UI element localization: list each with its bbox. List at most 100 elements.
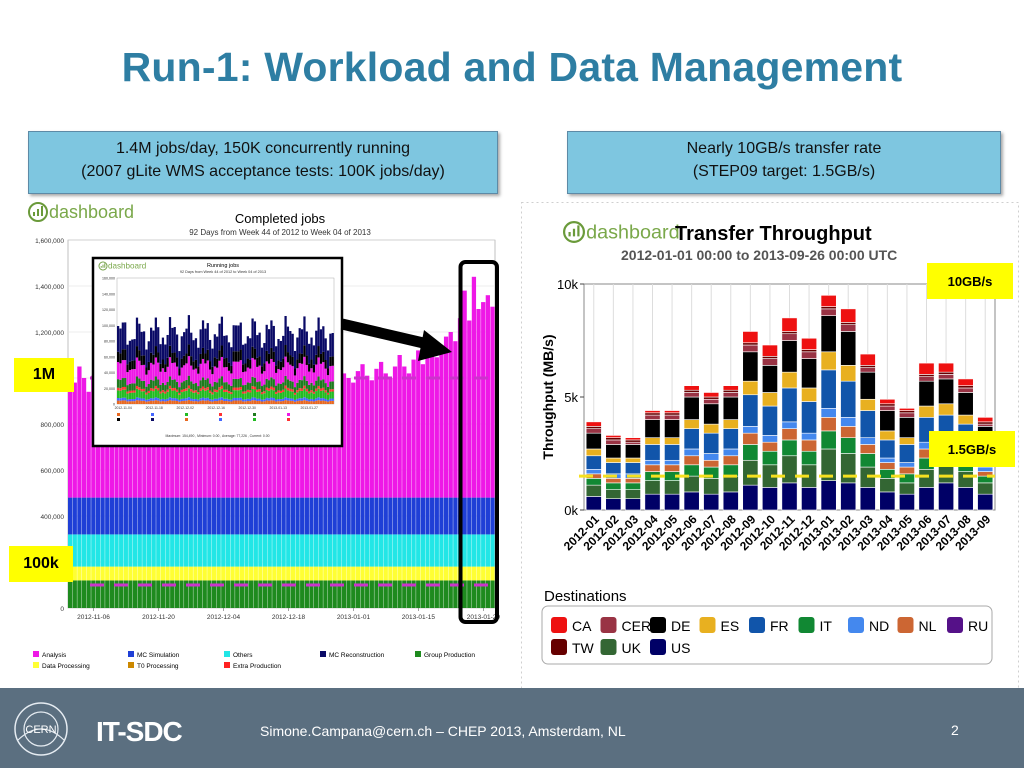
jobs-bar-segment xyxy=(197,497,203,535)
tp-bar-segment xyxy=(898,444,915,463)
jobs-bar-segment xyxy=(378,361,384,498)
jobs-bar-segment xyxy=(365,534,370,567)
inset-bar-segment xyxy=(223,335,226,359)
inset-bar-segment xyxy=(312,364,316,373)
inset-bar-segment xyxy=(260,394,264,400)
jobs-bar-segment xyxy=(225,534,231,567)
inset-bar-segment xyxy=(331,400,334,404)
inset-bar-segment xyxy=(194,383,198,391)
jobs-bar-segment xyxy=(216,566,221,581)
jobs-bar-segment xyxy=(258,566,263,581)
inset-bar-segment xyxy=(270,320,273,348)
inset-bar-segment xyxy=(159,371,162,385)
inset-bar-segment xyxy=(173,387,176,391)
jobs-bar-segment xyxy=(216,534,221,567)
jobs-bar-segment xyxy=(165,580,170,608)
jobs-bar-segment xyxy=(383,497,388,535)
jobs-bar-segment xyxy=(402,566,407,581)
jobs-bar-segment xyxy=(397,534,402,567)
inset-bar-segment xyxy=(131,369,134,384)
jobs-bar-segment xyxy=(151,534,156,567)
inset-bar-segment xyxy=(317,385,320,389)
jobs-bar-segment xyxy=(388,566,393,581)
inset-bar-segment xyxy=(183,365,186,382)
inset-bar-segment xyxy=(277,390,280,393)
jobs-bar-segment xyxy=(439,497,444,535)
tp-bar-segment xyxy=(840,380,857,418)
tp-legend-swatch xyxy=(947,617,963,633)
inset-bar-segment xyxy=(282,358,285,368)
inset-bar-segment xyxy=(128,361,132,370)
jobs-bar-segment xyxy=(123,566,128,581)
inset-bar-segment xyxy=(244,399,247,402)
inset-bar-segment xyxy=(260,401,264,404)
inset-bar-segment xyxy=(319,329,323,354)
tp-bar-segment xyxy=(957,392,974,416)
inset-bar-segment xyxy=(303,376,306,386)
tp-bar-segment xyxy=(859,367,876,373)
tp-bar-segment xyxy=(938,403,955,416)
inset-bar-segment xyxy=(187,385,191,389)
inset-bar-segment xyxy=(308,401,311,404)
inset-bar-segment xyxy=(322,379,325,388)
jobs-bar-segment xyxy=(128,580,133,608)
inset-bar-segment xyxy=(223,392,226,399)
jobs-bar-segment xyxy=(221,497,226,535)
jobs-bar-segment xyxy=(397,566,402,581)
jobs-bar-segment xyxy=(332,534,337,567)
inset-bar-segment xyxy=(147,401,150,404)
tp-legend-swatch xyxy=(650,639,666,655)
inset-bar-segment xyxy=(237,400,240,404)
jobs-bar-segment xyxy=(397,497,402,535)
inset-bar-segment xyxy=(308,399,311,402)
jobs-bar-segment xyxy=(323,497,328,535)
inset-bar-segment xyxy=(223,367,226,383)
inset-bar-segment xyxy=(138,400,141,404)
inset-bar-segment xyxy=(201,389,205,398)
jobs-bar-segment xyxy=(95,580,101,608)
jobs-bar-segment xyxy=(267,566,272,581)
inset-bar-segment xyxy=(168,397,172,401)
jobs-bar-segment xyxy=(309,534,314,567)
left-info-line1: 1.4M jobs/day, 150K concurrently running xyxy=(115,140,411,157)
inset-bar-segment xyxy=(263,343,266,364)
jobs-bar-segment xyxy=(378,534,384,567)
inset-bar-segment xyxy=(185,379,188,389)
jobs-bar-segment xyxy=(453,580,458,608)
jobs-legend-swatch xyxy=(128,662,134,668)
inset-bar-segment xyxy=(180,389,183,393)
inset-bar-segment xyxy=(142,400,146,404)
tp-bar-segment xyxy=(879,462,896,470)
jobs-bar-segment xyxy=(123,497,128,535)
inset-bar-segment xyxy=(265,324,268,351)
jobs-bar-segment xyxy=(425,580,430,608)
inset-bar-segment xyxy=(289,331,292,356)
inset-bar-segment xyxy=(260,386,264,393)
inset-bar-segment xyxy=(140,355,143,366)
inset-bar-segment xyxy=(258,356,261,366)
jobs-bar-segment xyxy=(105,566,110,581)
inset-bar-segment xyxy=(279,390,282,393)
tp-legend-swatch xyxy=(848,617,864,633)
jobs-bar-segment xyxy=(235,566,240,581)
tp-bar-segment xyxy=(703,459,720,468)
jobs-bar-segment xyxy=(68,373,73,498)
inset-bar-segment xyxy=(319,363,323,381)
inset-bar-segment xyxy=(272,325,275,352)
tp-bar-segment xyxy=(938,362,955,373)
jobs-bar-segment xyxy=(402,366,407,498)
inset-bar-segment xyxy=(324,359,327,369)
inset-bar-segment xyxy=(312,391,316,394)
jobs-bar-segment xyxy=(304,534,309,567)
inset-bar-segment xyxy=(230,392,233,395)
inset-bar-segment xyxy=(286,326,290,353)
inset-bar-segment xyxy=(147,384,150,391)
inset-bar-segment xyxy=(272,397,275,401)
jobs-bar-segment xyxy=(211,566,217,581)
jobs-bar-segment xyxy=(235,580,240,608)
inset-bar-segment xyxy=(230,373,233,386)
jobs-bar-segment xyxy=(174,534,180,567)
inset-bar-segment xyxy=(251,400,254,404)
inset-bar-segment xyxy=(263,363,266,372)
inset-bar-segment xyxy=(152,380,155,389)
